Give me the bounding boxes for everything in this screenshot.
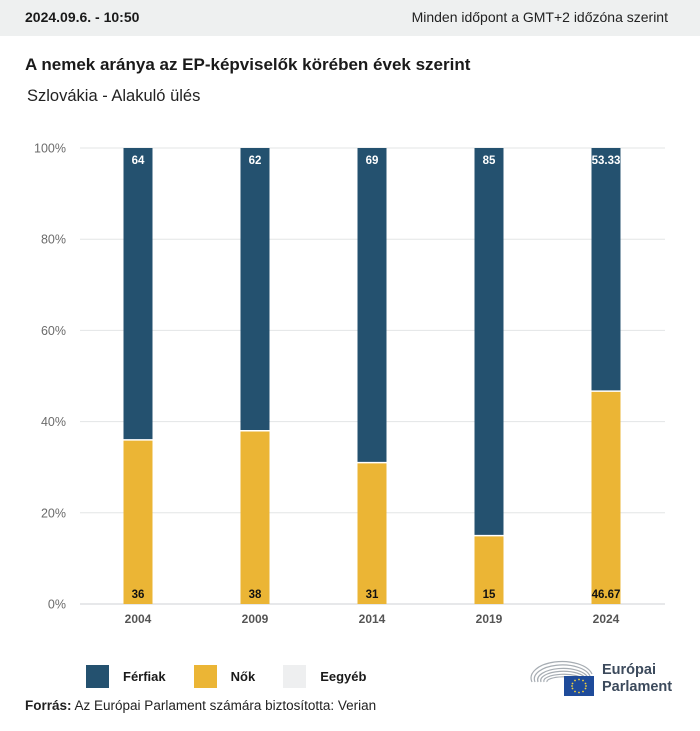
x-tick-label: 2014 <box>359 612 386 626</box>
y-tick-label: 60% <box>41 324 66 338</box>
data-label-nok: 15 <box>483 589 496 601</box>
bar-férfiak-2024 <box>591 148 621 392</box>
y-tick-label: 0% <box>48 598 66 612</box>
legend-item-egyeb[interactable]: Eegyéb <box>283 665 366 688</box>
data-label-nok: 36 <box>132 589 145 601</box>
y-tick-label: 80% <box>41 233 66 247</box>
legend-label-egyeb: Eegyéb <box>320 669 367 684</box>
parliament-hemicycle-icon <box>530 660 594 696</box>
data-label-nok: 46.67 <box>592 589 621 601</box>
bar-nők-2024 <box>591 391 621 604</box>
datetime: 2024.09.6. - 10:50 <box>25 9 140 25</box>
data-label-ferfiak: 85 <box>483 155 496 167</box>
source-note: Forrás: Az Európai Parlament számára biz… <box>25 698 376 713</box>
data-label-nok: 31 <box>366 589 379 601</box>
timezone-note: Minden időpont a GMT+2 időzóna szerint <box>411 9 668 25</box>
eu-flag-icon <box>564 676 594 696</box>
legend-swatch-egyeb <box>283 665 307 688</box>
data-label-ferfiak: 53.33 <box>592 155 621 167</box>
bar-férfiak-2004 <box>123 148 153 440</box>
chart-title: A nemek aránya az EP-képviselők körében … <box>25 55 471 74</box>
bar-nők-2004 <box>123 439 153 604</box>
data-label-ferfiak: 64 <box>132 155 145 167</box>
x-tick-label: 2019 <box>476 612 503 626</box>
legend: Férfiak Nők Eegyéb <box>86 665 394 688</box>
legend-item-nok[interactable]: Nők <box>193 665 256 688</box>
legend-label-nok: Nők <box>230 669 256 684</box>
legend-swatch-ferfiak <box>86 665 109 688</box>
x-tick-label: 2024 <box>593 612 620 626</box>
source-text: Az Európai Parlament számára biztosított… <box>71 698 377 713</box>
legend-item-ferfiak[interactable]: Férfiak <box>86 665 166 688</box>
x-tick-label: 2004 <box>125 612 152 626</box>
header-bar: 2024.09.6. - 10:50 Minden időpont a GMT+… <box>0 0 700 36</box>
y-tick-label: 100% <box>34 142 66 156</box>
stacked-bar-chart: 0% 20% 40% 60% 80% 100% 36 64 2004 38 62 2009 31 69 20… <box>34 142 665 626</box>
y-tick-label: 40% <box>41 415 66 429</box>
data-label-ferfiak: 62 <box>249 155 262 167</box>
y-tick-label: 20% <box>41 506 66 520</box>
data-label-ferfiak: 69 <box>366 155 379 167</box>
legend-label-ferfiak: Férfiak <box>123 669 166 684</box>
x-tick-label: 2009 <box>242 612 269 626</box>
bar-férfiak-2014 <box>357 148 387 463</box>
data-label-nok: 38 <box>249 589 262 601</box>
bar-nők-2009 <box>240 430 270 604</box>
logo-text: Európai Parlament <box>602 662 672 696</box>
legend-swatch-nok <box>193 665 217 688</box>
chart-subtitle: Szlovákia - Alakuló ülés <box>27 87 201 105</box>
logo-line-2: Parlament <box>602 679 673 695</box>
bar-nők-2014 <box>357 462 387 604</box>
bar-férfiak-2009 <box>240 148 270 431</box>
bar-nők-2019 <box>474 535 504 604</box>
european-parliament-logo[interactable]: Európai Parlament <box>530 660 680 700</box>
logo-line-1: Európai <box>602 662 656 678</box>
bar-férfiak-2019 <box>474 148 504 536</box>
source-prefix: Forrás: <box>25 698 72 713</box>
